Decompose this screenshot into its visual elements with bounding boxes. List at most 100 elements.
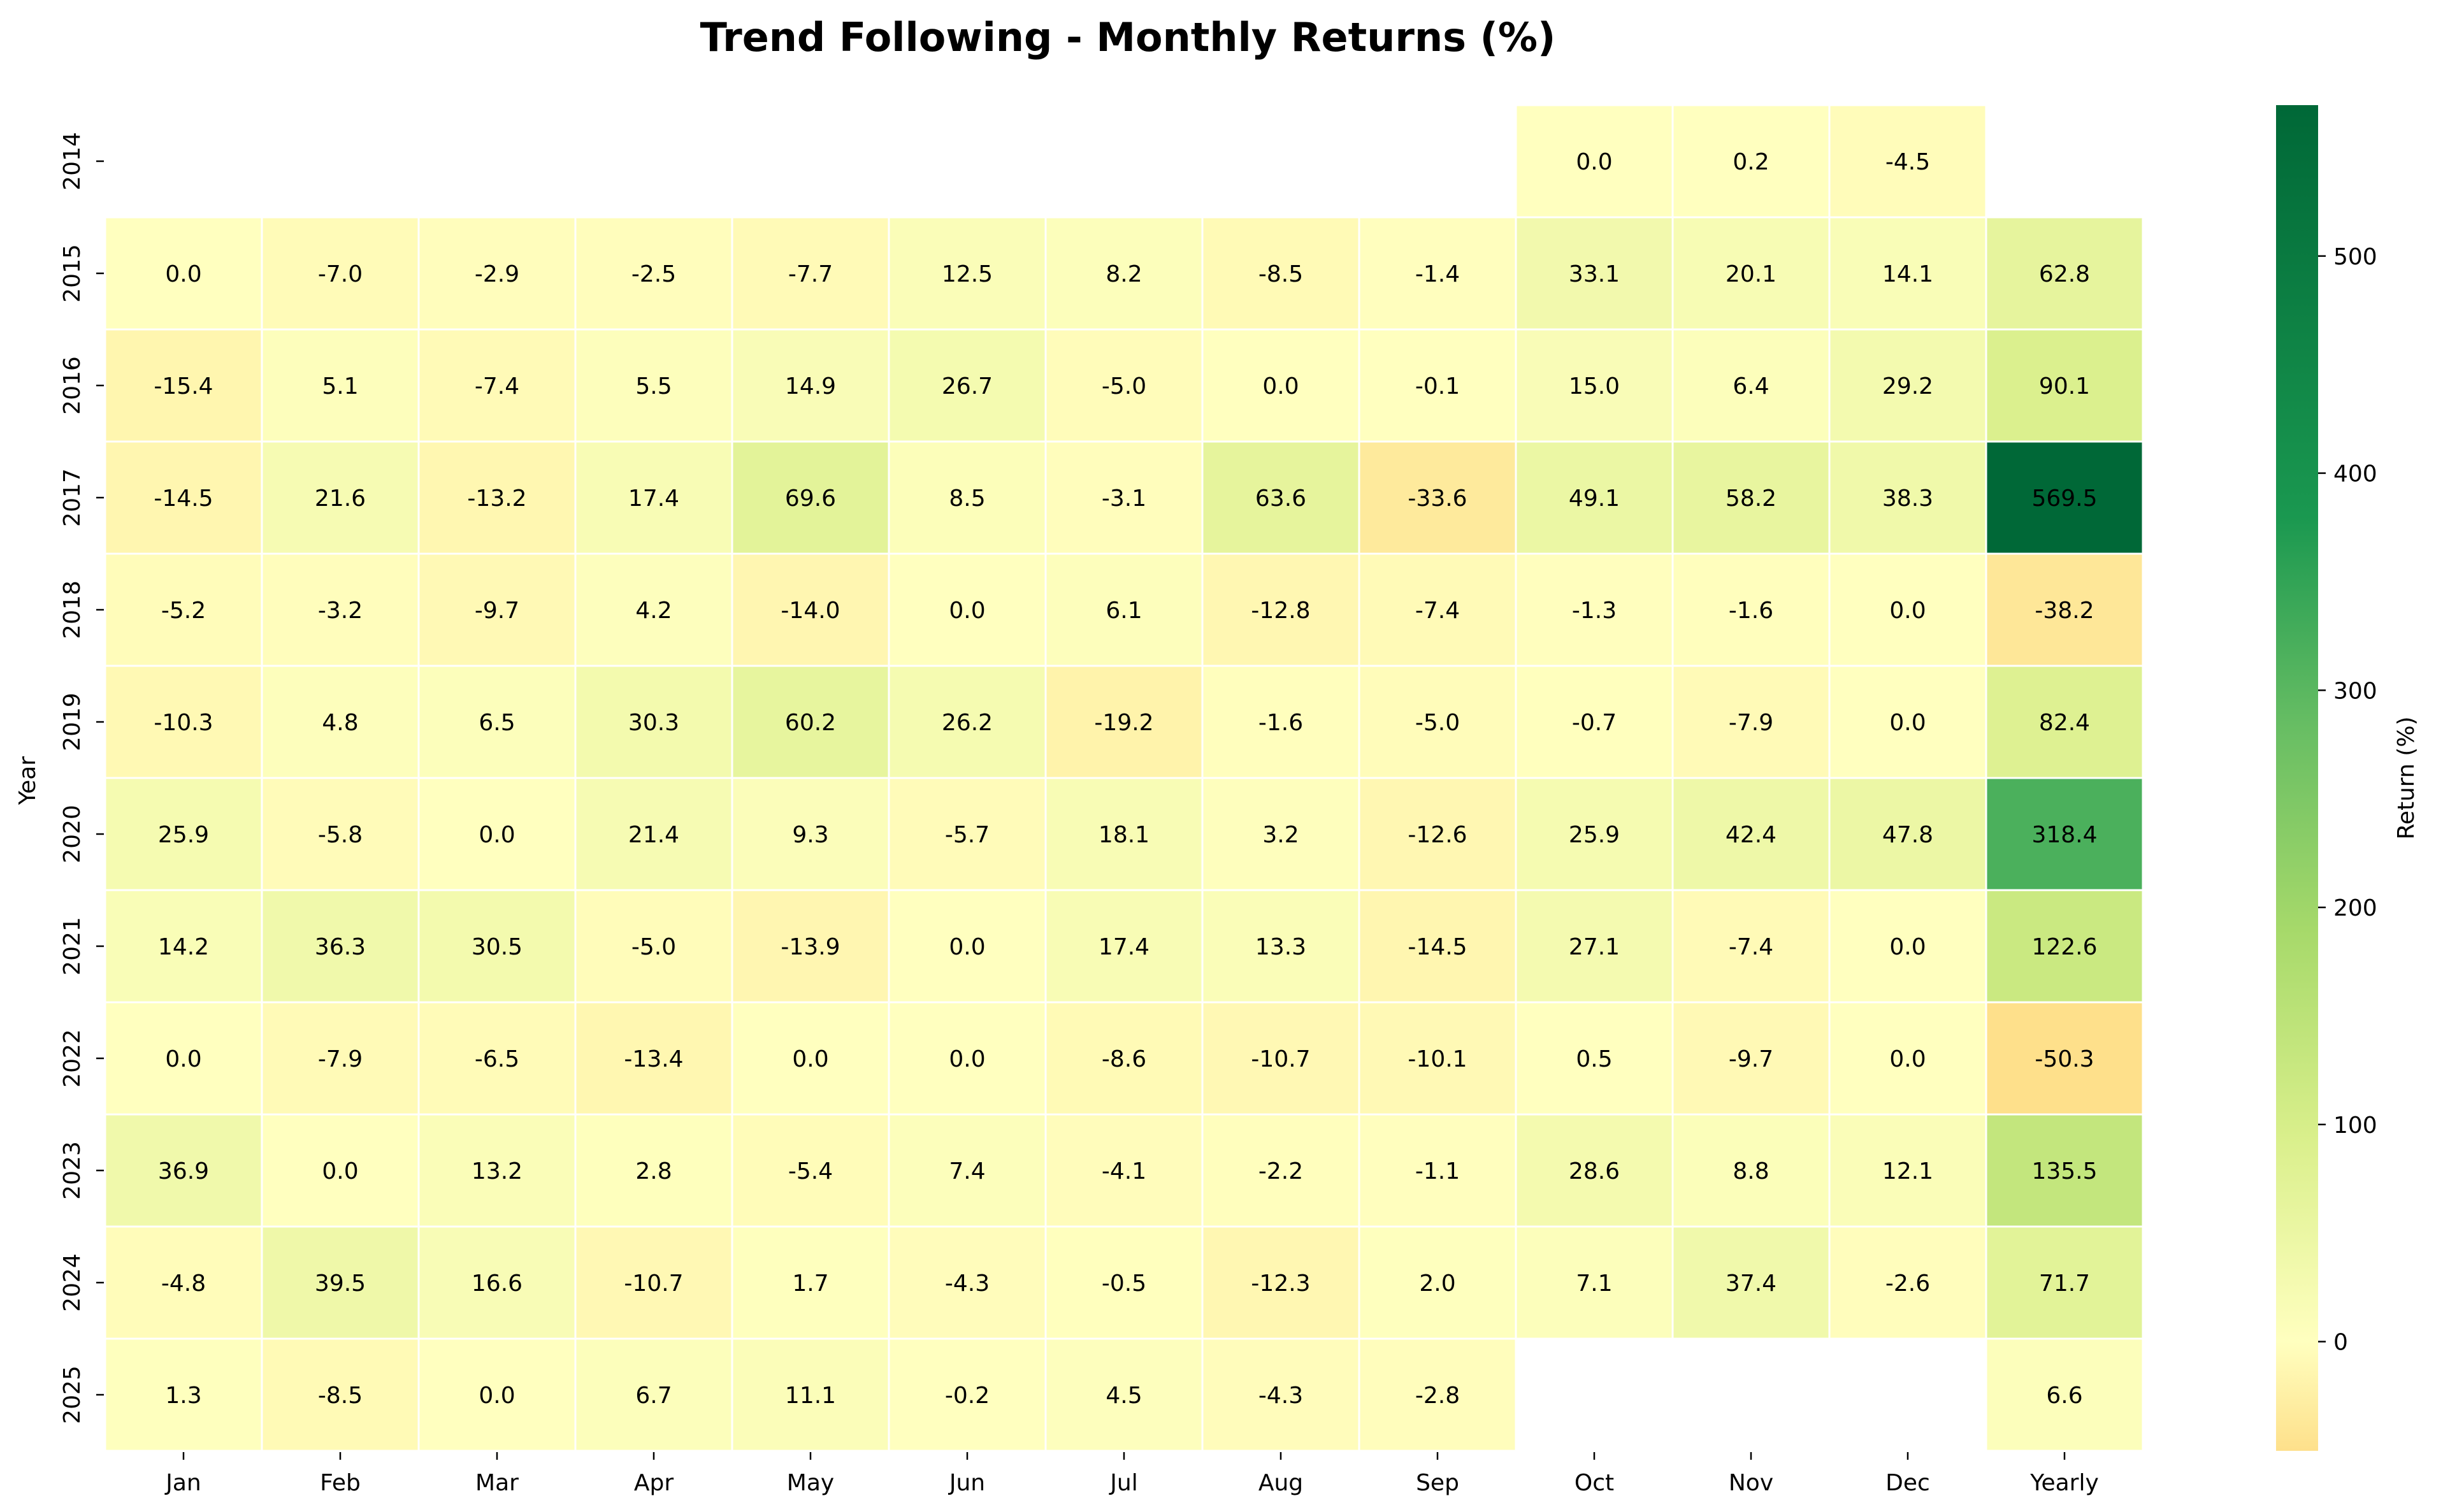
cell-value-label: 4.2 [635, 598, 672, 624]
cell-value-label: 15.0 [1569, 373, 1620, 400]
colorbar-tick-label: 0 [2333, 1330, 2348, 1356]
y-axis-label: Year [15, 756, 41, 805]
cell-value-label: 122.6 [2031, 934, 2097, 960]
heatmap-cell [1828, 1113, 1987, 1228]
cell-value-label: -10.7 [1251, 1046, 1310, 1072]
cell-value-label: 26.2 [942, 710, 993, 736]
chart-title: Trend Following - Monthly Returns (%) [700, 14, 1556, 61]
cell-value-label: 63.6 [1255, 486, 1306, 512]
cell-value-label: -1.3 [1572, 598, 1617, 624]
heatmap-cell [574, 1113, 733, 1228]
cell-value-label: 0.0 [165, 1046, 201, 1072]
x-tick-label: Jun [948, 1470, 985, 1496]
heatmap-cell [1044, 1113, 1204, 1228]
heatmap-cell [1201, 552, 1360, 667]
heatmap-cell [888, 552, 1047, 667]
cell-value-label: 0.0 [1889, 598, 1926, 624]
heatmap-cell [888, 328, 1047, 443]
heatmap-cell [1044, 1225, 1204, 1340]
heatmap-cell [261, 1225, 420, 1340]
heatmap-cell [1515, 889, 1674, 1004]
cell-value-label: -12.8 [1251, 598, 1310, 624]
heatmap-cell [1044, 216, 1204, 331]
heatmap-cell [1985, 1225, 2144, 1340]
cell-value-label: 0.0 [949, 598, 985, 624]
cell-value-label: 82.4 [2039, 710, 2090, 736]
heatmap-cell [1515, 552, 1674, 667]
heatmap-cell [1201, 328, 1360, 443]
cell-value-label: -4.1 [1102, 1158, 1146, 1184]
heatmap-cell [1044, 1001, 1204, 1116]
cell-value-label: 14.2 [158, 934, 209, 960]
cell-value-label: -8.5 [318, 1383, 363, 1409]
cell-value-label: 0.0 [1889, 934, 1926, 960]
cell-value-label: -10.1 [1408, 1046, 1467, 1072]
cell-value-label: 0.0 [1889, 710, 1926, 736]
cell-value-label: -33.6 [1408, 486, 1467, 512]
cell-value-label: -2.8 [1415, 1383, 1460, 1409]
cell-value-label: 37.4 [1726, 1271, 1776, 1297]
cell-value-label: -1.4 [1415, 261, 1460, 287]
cell-value-label: 3.2 [1262, 822, 1299, 848]
cell-value-label: 30.3 [628, 710, 679, 736]
heatmap-cell [1358, 665, 1517, 779]
heatmap-cell [261, 552, 420, 667]
cell-value-label: -7.7 [788, 261, 833, 287]
y-tick-label: 2019 [59, 693, 85, 751]
heatmap-cell [104, 777, 263, 891]
heatmap-cell [1358, 1001, 1517, 1116]
cell-value-label: -15.4 [154, 373, 213, 400]
heatmap-cell [888, 216, 1047, 331]
cell-value-label: -1.6 [1258, 710, 1303, 736]
cell-value-label: 8.5 [949, 486, 985, 512]
heatmap-cell [574, 216, 733, 331]
cell-value-label: 33.1 [1569, 261, 1620, 287]
cell-value-label: -14.5 [1408, 934, 1467, 960]
cell-value-label: 0.0 [792, 1046, 828, 1072]
cell-value-label: 5.5 [635, 373, 672, 400]
y-tick-label: 2020 [59, 805, 85, 863]
heatmap-cell [104, 328, 263, 443]
cell-value-label: -2.9 [475, 261, 519, 287]
cell-value-label: 6.7 [635, 1383, 672, 1409]
heatmap-cell [574, 665, 733, 779]
heatmap-cell [731, 1113, 890, 1228]
cell-value-label: -7.4 [475, 373, 519, 400]
colorbar-ticks: 0 100 200 300 400 500 [2318, 244, 2377, 1356]
heatmap-cell [1358, 889, 1517, 1004]
cell-value-label: 2.8 [635, 1158, 672, 1184]
cell-value-label: -2.6 [1885, 1271, 1930, 1297]
cell-value-label: 0.0 [949, 1046, 985, 1072]
x-tick-label: Dec [1885, 1470, 1930, 1496]
cell-value-label: -5.8 [318, 822, 363, 848]
colorbar-tick-label: 400 [2333, 461, 2377, 487]
cell-value-label: -13.9 [781, 934, 840, 960]
y-tick-label: 2015 [59, 244, 85, 303]
cell-value-label: 9.3 [792, 822, 828, 848]
heatmap-cell [888, 889, 1047, 1004]
heatmap-cell [1985, 1113, 2144, 1228]
heatmap-cell [1671, 889, 1831, 1004]
cell-value-label: 47.8 [1882, 822, 1933, 848]
heatmap-cell [1358, 1113, 1517, 1228]
cell-value-label: -5.0 [1102, 373, 1146, 400]
heatmap-cell [1515, 1001, 1674, 1116]
x-tick-label: Apr [634, 1470, 674, 1496]
cell-value-label: 569.5 [2031, 486, 2097, 512]
heatmap-cell [1515, 216, 1674, 331]
cell-value-label: 0.0 [1889, 1046, 1926, 1072]
cell-value-label: 6.1 [1106, 598, 1142, 624]
heatmap-cell [731, 1001, 890, 1116]
heatmap-cell [731, 889, 890, 1004]
heatmap-cell [1671, 216, 1831, 331]
y-tick-label: 2021 [59, 917, 85, 976]
cell-value-label: 14.1 [1882, 261, 1933, 287]
cell-value-label: -5.4 [788, 1158, 833, 1184]
colorbar-tick-label: 300 [2333, 678, 2377, 704]
cell-value-label: -9.7 [475, 598, 519, 624]
heatmap-cell [888, 1001, 1047, 1116]
heatmap-cell [1515, 104, 1674, 219]
heatmap-cell [1044, 1337, 1204, 1452]
y-tick-label: 2023 [59, 1141, 85, 1200]
y-tick-label: 2017 [59, 468, 85, 527]
